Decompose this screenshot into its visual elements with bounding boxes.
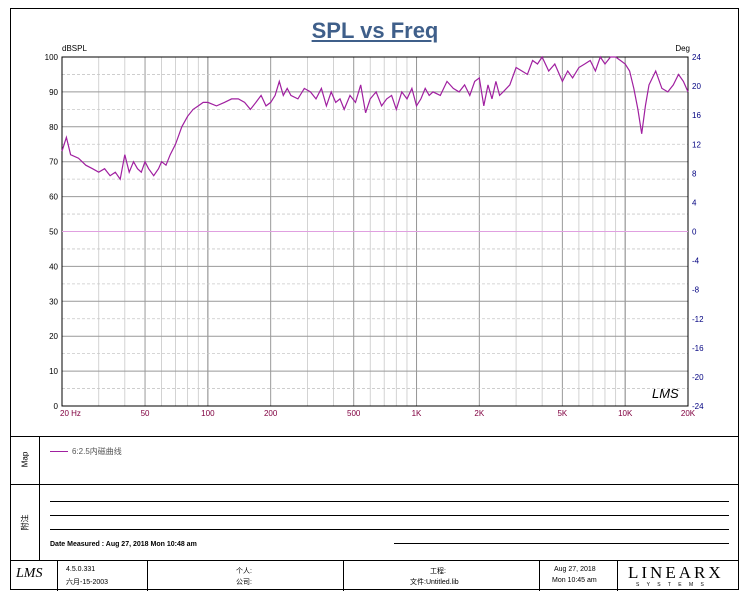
y-tick-label: 60 [49, 193, 58, 202]
footer-company-label: 公司: [236, 579, 252, 586]
footer-file-row: 文件:Untitled.lib [410, 577, 459, 587]
notes-section: 附注 Date Measured : Aug 27, 2018 Mon 10:4… [10, 484, 739, 561]
x-tick-label: 5K [557, 409, 567, 418]
y-tick-label: 20 [49, 332, 58, 341]
chart-title: SPL vs Freq [311, 18, 439, 43]
footer-person-cell: 个人: 公司: [148, 561, 344, 591]
footer-project-cell: 工程: 文件:Untitled.lib [344, 561, 540, 591]
notes-line-4b [394, 543, 729, 544]
series-line [61, 55, 689, 181]
y-tick-label: 80 [49, 123, 58, 132]
footer-version-date: 六月-15-2003 [66, 579, 109, 586]
footer-version: 4.5.0.331 [66, 566, 96, 573]
report-frame [10, 8, 739, 590]
x-tick-label: 2K [474, 409, 484, 418]
footer-brand: LINEARX [628, 563, 724, 582]
y-tick-label-right: 12 [692, 140, 701, 149]
y-axis-label-left: dBSPL [62, 44, 87, 53]
x-tick-label: 10K [618, 409, 633, 418]
y-tick-label: 10 [49, 367, 58, 376]
y-tick-label-right: 4 [692, 198, 697, 207]
footer-person-label: 个人: [236, 568, 252, 575]
notes-line-3b [394, 529, 729, 530]
y-tick-label: 50 [49, 228, 58, 237]
notes-line-1a [50, 501, 396, 502]
x-tick-label: 500 [347, 409, 361, 418]
lms-watermark: LMS [652, 386, 679, 401]
y-tick-label-right: 24 [692, 53, 701, 62]
y-tick-label-right: 20 [692, 82, 701, 91]
footer-file-label: 文件: [410, 579, 426, 586]
notes-line-2b [394, 515, 729, 516]
footer-logo: LMS [16, 566, 43, 581]
x-tick-label: 20K [681, 409, 696, 418]
y-ticks-left: 0 10 20 30 40 50 60 70 80 90 100 [45, 53, 59, 411]
footer-section: LMS 4.5.0.331 六月-15-2003 个人: 公司: 工程: 文件:… [10, 560, 739, 591]
y-tick-label-right: -12 [692, 315, 704, 324]
footer-logo-cell: LMS [10, 561, 58, 591]
legend-swatch [50, 451, 68, 452]
legend-entry: 6:2.5内磁曲线 [50, 446, 122, 457]
y-tick-label-right: -16 [692, 344, 704, 353]
notes-line-2a [50, 515, 396, 516]
y-tick-label: 0 [54, 402, 59, 411]
y-tick-label: 100 [45, 53, 59, 62]
footer-time: Mon 10:45 am [552, 577, 597, 584]
x-tick-label: 50 [141, 409, 150, 418]
notes-side-label: 附注 [20, 514, 30, 531]
notes-side-column [10, 485, 40, 561]
footer-file-name: Untitled.lib [425, 579, 459, 586]
y-tick-label: 30 [49, 297, 58, 306]
notes-line-1b [394, 501, 729, 502]
legend-section: Map 6:2.5内磁曲线 [10, 436, 739, 485]
y-tick-label: 70 [49, 158, 58, 167]
footer-date-cell: Aug 27, 2018 Mon 10:45 am [540, 561, 618, 591]
footer-version-cell: 4.5.0.331 六月-15-2003 [58, 561, 148, 591]
x-ticks: 20 Hz 50 100 200 500 1K 2K 5K 10K 20K [60, 409, 696, 418]
y-ticks-right: 24 20 16 12 8 4 0 -4 -8 -12 -16 -20 -24 [692, 53, 704, 411]
y-axis-label-right: Deg [675, 44, 690, 53]
x-tick-label: 20 Hz [60, 409, 81, 418]
y-tick-label-right: -24 [692, 402, 704, 411]
y-tick-label-right: 0 [692, 228, 697, 237]
legend-side-label: Map [20, 451, 30, 468]
legend-side-column [10, 437, 40, 485]
x-tick-label: 200 [264, 409, 278, 418]
y-tick-label-right: -4 [692, 257, 700, 266]
date-measured: Date Measured : Aug 27, 2018 Mon 10:48 a… [50, 541, 197, 548]
footer-brand-sub: S Y S T E M S [636, 582, 707, 588]
legend-entry-label: 6:2.5内磁曲线 [72, 447, 122, 456]
footer-brand-cell: LINEARX S Y S T E M S [618, 561, 739, 591]
y-tick-label-right: -8 [692, 286, 700, 295]
footer-date: Aug 27, 2018 [554, 566, 596, 573]
notes-line-3a [50, 529, 396, 530]
y-tick-label-right: -20 [692, 373, 704, 382]
y-tick-label: 40 [49, 262, 58, 271]
x-tick-label: 100 [201, 409, 215, 418]
y-tick-label-right: 16 [692, 111, 701, 120]
x-tick-label: 1K [412, 409, 422, 418]
y-tick-label: 90 [49, 88, 58, 97]
footer-project-label: 工程: [430, 568, 446, 575]
y-tick-label-right: 8 [692, 169, 697, 178]
